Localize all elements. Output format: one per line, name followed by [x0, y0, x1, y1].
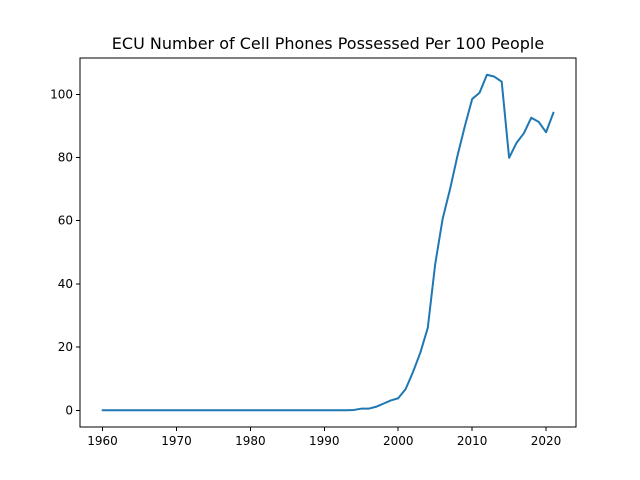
data-point — [353, 409, 355, 411]
data-point — [331, 409, 333, 411]
x-tick-label: 1970 — [161, 434, 192, 448]
data-point — [212, 409, 214, 411]
data-point — [552, 112, 554, 114]
data-point — [205, 409, 207, 411]
data-point — [523, 132, 525, 134]
data-point — [412, 371, 414, 373]
data-point — [153, 409, 155, 411]
chart-title: ECU Number of Cell Phones Possessed Per … — [112, 34, 544, 53]
data-point — [434, 263, 436, 265]
data-point — [198, 409, 200, 411]
data-point — [493, 76, 495, 78]
data-point — [427, 327, 429, 329]
plot-area: 1960 1970 1980 1990 2000 2010 2020 0 20 40 60 80 10… — [50, 57, 577, 448]
data-point — [116, 409, 118, 411]
data-point — [464, 126, 466, 128]
data-point — [242, 409, 244, 411]
data-point — [515, 142, 517, 144]
x-tick-label: 1960 — [87, 434, 118, 448]
x-axis: 1960 1970 1980 1990 2000 2010 2020 — [87, 427, 561, 448]
data-point — [139, 409, 141, 411]
data-point — [175, 409, 177, 411]
series-line-0 — [101, 73, 555, 412]
data-point — [190, 409, 192, 411]
data-point — [131, 409, 133, 411]
data-point — [279, 409, 281, 411]
data-point — [508, 157, 510, 159]
y-tick-label: 100 — [50, 87, 73, 101]
data-point — [235, 409, 237, 411]
data-point — [161, 409, 163, 411]
data-point — [264, 409, 266, 411]
data-point — [183, 409, 185, 411]
data-point — [227, 409, 229, 411]
axes-frame — [79, 57, 577, 428]
data-point — [456, 155, 458, 157]
data-point — [109, 409, 111, 411]
axes — [79, 57, 577, 428]
y-tick-label: 0 — [65, 403, 73, 417]
data-point — [449, 188, 451, 190]
data-point — [168, 409, 170, 411]
data-point — [249, 409, 251, 411]
data-point — [419, 351, 421, 353]
data-point — [323, 409, 325, 411]
data-point — [538, 121, 540, 123]
x-tick-label: 2000 — [383, 434, 414, 448]
data-point — [316, 409, 318, 411]
series-layer — [101, 73, 555, 412]
data-point — [442, 218, 444, 220]
data-point — [257, 409, 259, 411]
y-tick-label: 20 — [58, 340, 73, 354]
data-point — [530, 117, 532, 119]
data-point — [479, 92, 481, 94]
data-point — [301, 409, 303, 411]
data-point — [390, 399, 392, 401]
x-tick-label: 1980 — [235, 434, 266, 448]
data-point — [397, 397, 399, 399]
y-tick-label: 60 — [58, 214, 73, 228]
x-tick-label: 1990 — [309, 434, 340, 448]
data-point — [360, 408, 362, 410]
data-point — [368, 408, 370, 410]
x-tick-label: 2010 — [457, 434, 488, 448]
data-point — [338, 409, 340, 411]
data-point — [294, 409, 296, 411]
y-tick-label: 80 — [58, 151, 73, 165]
y-tick-label: 40 — [58, 277, 73, 291]
data-point — [501, 81, 503, 83]
data-point — [146, 409, 148, 411]
x-tick-label: 2020 — [531, 434, 562, 448]
data-point — [545, 131, 547, 133]
data-point — [471, 98, 473, 100]
data-point — [382, 403, 384, 405]
data-point — [286, 409, 288, 411]
y-axis: 0 20 40 60 80 100 — [50, 87, 80, 417]
data-point — [124, 409, 126, 411]
data-point — [375, 406, 377, 408]
data-point — [486, 74, 488, 76]
data-point — [345, 409, 347, 411]
data-point — [272, 409, 274, 411]
data-point — [405, 388, 407, 390]
data-point — [220, 409, 222, 411]
data-point — [309, 409, 311, 411]
data-point — [102, 409, 104, 411]
